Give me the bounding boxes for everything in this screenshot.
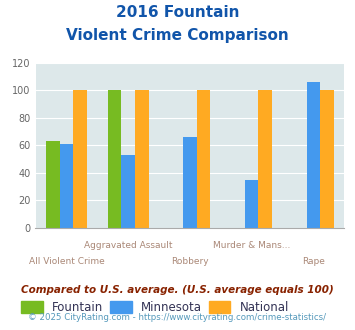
Bar: [108, 90, 121, 228]
Bar: [60, 144, 73, 228]
Text: Murder & Mans...: Murder & Mans...: [213, 241, 290, 250]
Bar: [46, 141, 60, 228]
Bar: [258, 90, 272, 228]
Text: Rape: Rape: [302, 257, 325, 266]
Bar: [245, 180, 258, 228]
Text: Aggravated Assault: Aggravated Assault: [84, 241, 173, 250]
Text: Robbery: Robbery: [171, 257, 209, 266]
Bar: [307, 82, 320, 228]
Text: All Violent Crime: All Violent Crime: [28, 257, 104, 266]
Bar: [121, 155, 135, 228]
Text: Compared to U.S. average. (U.S. average equals 100): Compared to U.S. average. (U.S. average …: [21, 285, 334, 295]
Bar: [320, 90, 334, 228]
Bar: [135, 90, 148, 228]
Text: 2016 Fountain: 2016 Fountain: [116, 5, 239, 20]
Text: Violent Crime Comparison: Violent Crime Comparison: [66, 28, 289, 43]
Text: © 2025 CityRating.com - https://www.cityrating.com/crime-statistics/: © 2025 CityRating.com - https://www.city…: [28, 314, 327, 322]
Legend: Fountain, Minnesota, National: Fountain, Minnesota, National: [17, 296, 294, 319]
Bar: [73, 90, 87, 228]
Bar: [197, 90, 210, 228]
Bar: [183, 137, 197, 228]
